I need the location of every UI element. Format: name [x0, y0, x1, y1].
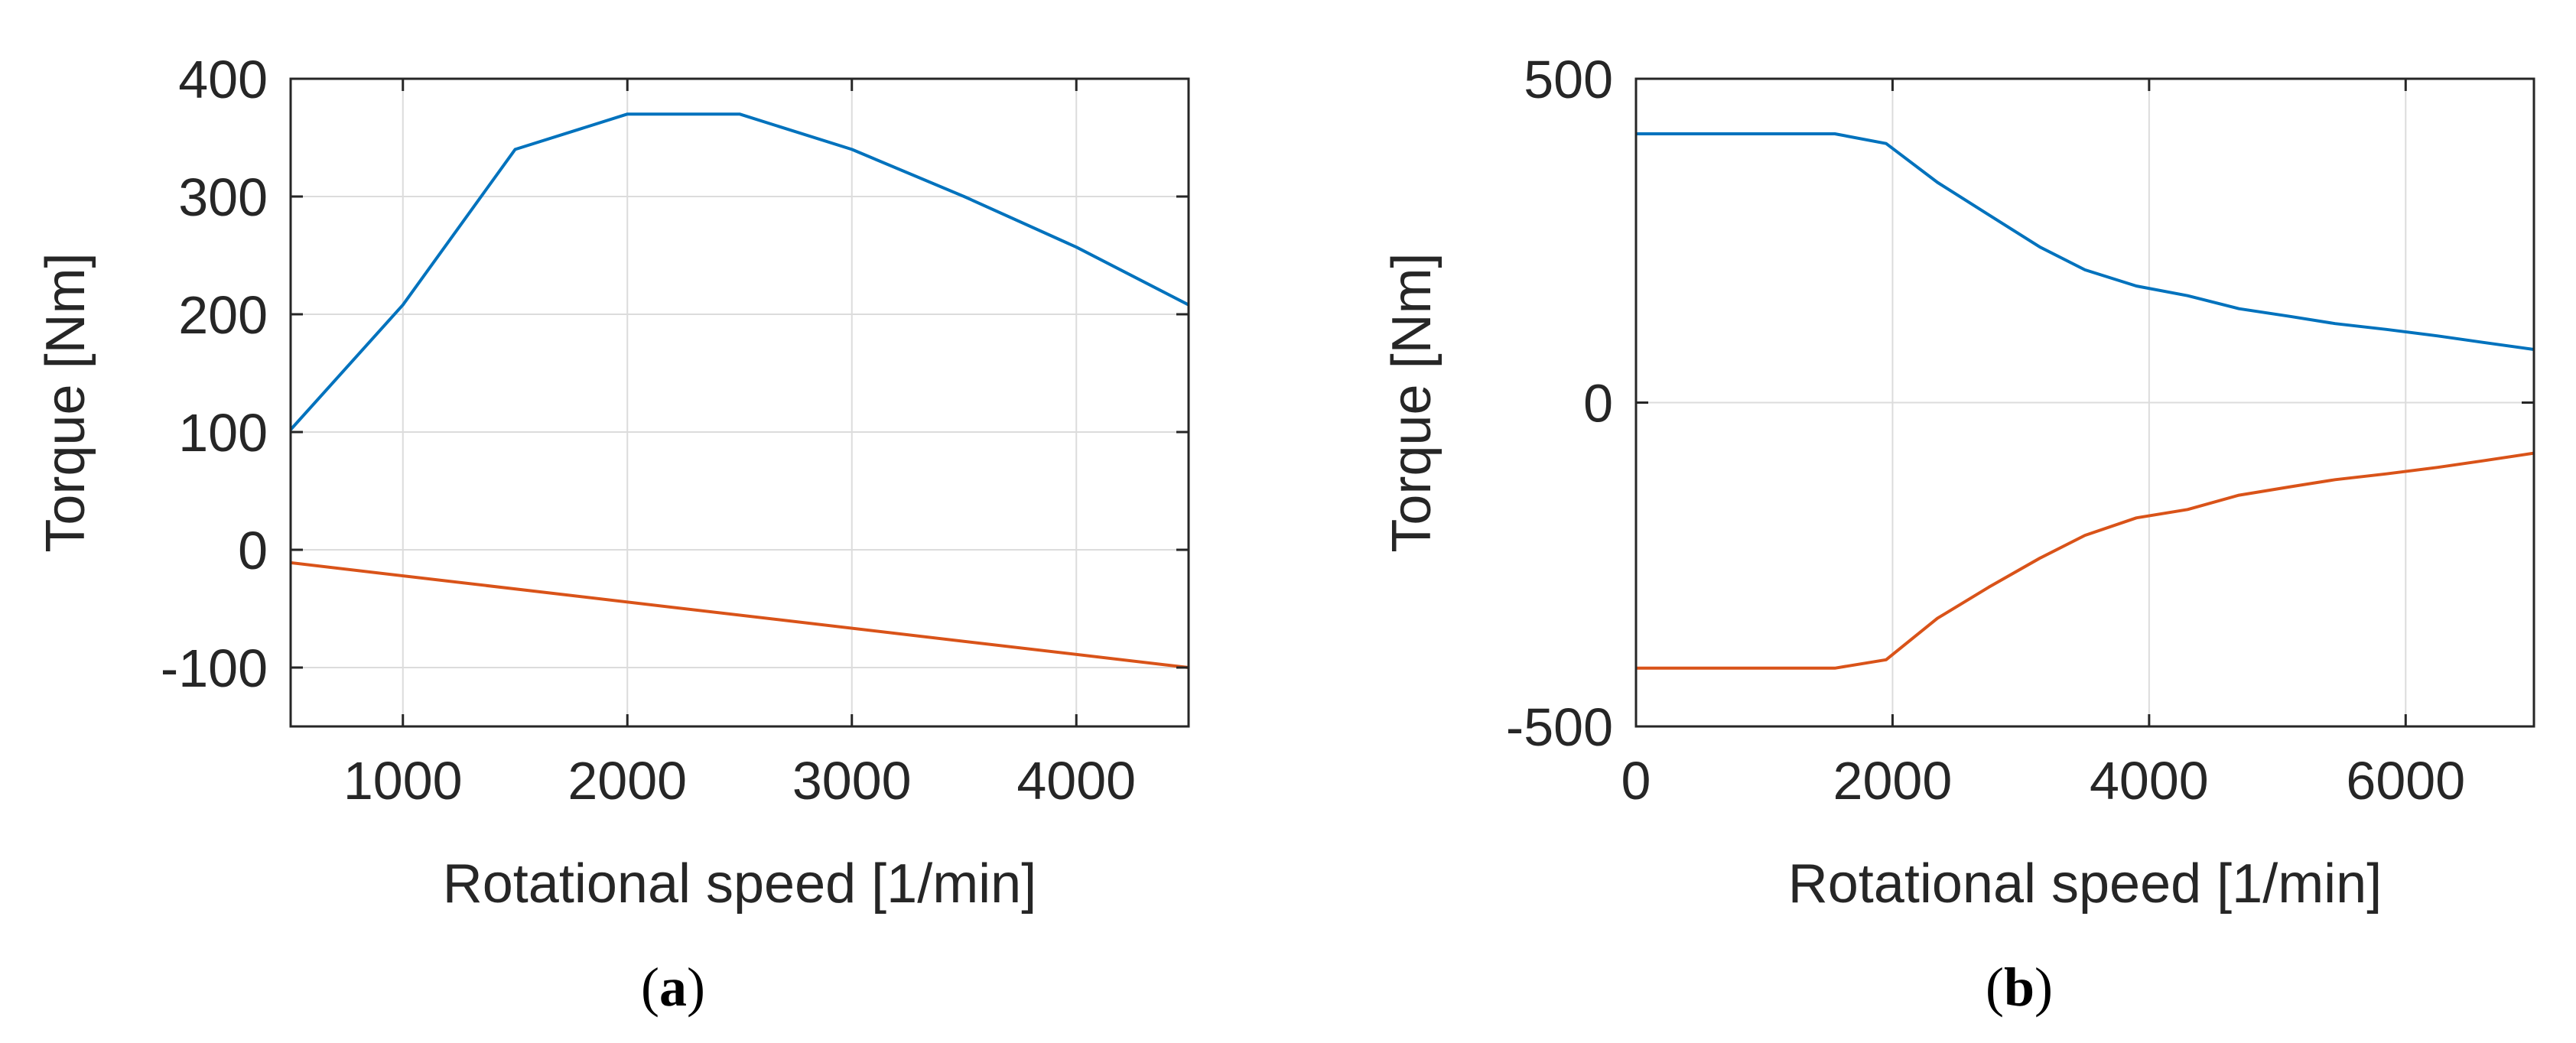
y-tick-label: -500	[1506, 697, 1613, 757]
series-line-upper	[289, 112, 1189, 431]
panel-letter: a	[659, 957, 687, 1018]
series-line-upper	[1636, 132, 2535, 351]
y-tick-label: 500	[1524, 50, 1613, 109]
y-axis-label: Torque [Nm]	[35, 252, 96, 552]
chart-a: 1000 2000 3000 4000 -100 0 100 200 300 400 Rotatio…	[35, 50, 1190, 1018]
y-tick-label: 200	[178, 285, 268, 345]
x-tick-label: 2000	[1833, 751, 1953, 811]
x-tick-label: 1000	[343, 751, 463, 811]
y-tick-label: 100	[178, 403, 268, 463]
series-line-lower	[290, 560, 1189, 669]
panel-letter: b	[2004, 957, 2034, 1018]
y-axis-label: Torque [Nm]	[1381, 252, 1442, 552]
x-tick-label: 4000	[2090, 751, 2209, 811]
axes-frame	[289, 77, 1190, 728]
panel-label: (a)	[641, 957, 705, 1018]
x-axis-label: Rotational speed [1/min]	[443, 853, 1036, 915]
series-line-lower	[1636, 451, 2535, 670]
panel-label: (b)	[1986, 957, 2053, 1018]
y-tick-label: 0	[238, 521, 268, 580]
x-tick-label: 6000	[2346, 751, 2465, 811]
y-tick-label: 400	[178, 50, 268, 109]
x-tick-label: 3000	[792, 751, 912, 811]
y-tick-label: 0	[1583, 374, 1613, 434]
x-tick-label: 2000	[568, 751, 687, 811]
y-tick-label: 300	[178, 167, 268, 227]
x-tick-label: 0	[1621, 751, 1651, 811]
y-tick-label: -100	[161, 638, 268, 698]
x-axis-label: Rotational speed [1/min]	[1788, 853, 2382, 915]
x-tick-label: 4000	[1016, 751, 1136, 811]
